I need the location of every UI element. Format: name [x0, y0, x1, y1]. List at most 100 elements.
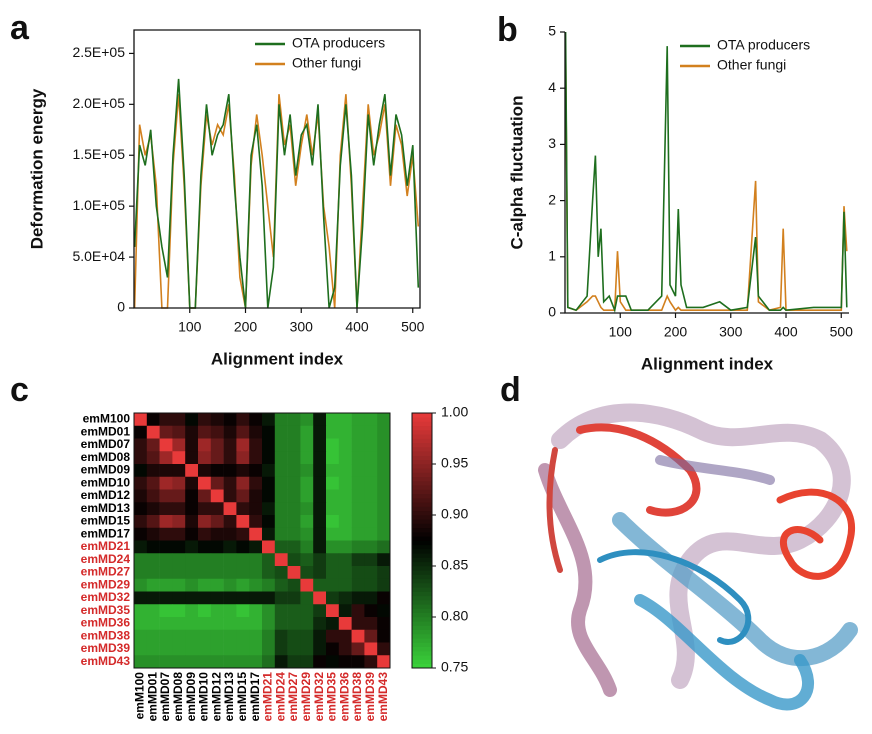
heatmap-cell	[352, 515, 365, 528]
heatmap-cell	[275, 579, 288, 592]
heatmap-cell	[224, 502, 237, 515]
colorbar-step	[412, 579, 432, 584]
colorbar-step	[412, 634, 432, 639]
heatmap-cell	[198, 490, 211, 503]
heatmap-cell	[262, 528, 275, 541]
heatmap-cell	[211, 464, 224, 477]
heatmap-cell	[236, 451, 249, 464]
heatmap-cell	[377, 413, 390, 426]
heatmap-cell	[300, 464, 313, 477]
heatmap-cell	[288, 413, 301, 426]
heatmap-cell	[172, 630, 185, 643]
heatmap-cell	[339, 655, 352, 668]
heatmap-cell	[377, 477, 390, 490]
heatmap-cell	[198, 502, 211, 515]
heatmap-cell	[275, 566, 288, 579]
heatmap-cell	[172, 413, 185, 426]
heatmap-cell	[377, 502, 390, 515]
heatmap-cell	[275, 426, 288, 439]
heatmap-cell	[134, 579, 147, 592]
heatmap-cell	[352, 592, 365, 605]
heatmap-cell	[224, 490, 237, 503]
heatmap-cell	[198, 655, 211, 668]
heatmap-cell	[172, 515, 185, 528]
heatmap-cell	[313, 490, 326, 503]
heatmap-cell	[313, 592, 326, 605]
heatmap-cell	[377, 579, 390, 592]
colorbar-step	[412, 447, 432, 452]
colorbar-step	[412, 502, 432, 507]
colorbar-step	[412, 434, 432, 439]
heatmap-cell	[249, 592, 262, 605]
heatmap-cell	[224, 643, 237, 656]
heatmap-cell	[300, 502, 313, 515]
heatmap-cell	[249, 643, 262, 656]
heatmap-cell	[134, 490, 147, 503]
heatmap-cell	[300, 655, 313, 668]
heatmap-cell	[377, 592, 390, 605]
heatmap-cell	[326, 643, 339, 656]
heatmap-cell	[185, 464, 198, 477]
y-tick-label: 0	[117, 299, 125, 315]
colorbar-step	[412, 604, 432, 609]
heatmap-cell	[236, 579, 249, 592]
heatmap-cell	[326, 477, 339, 490]
colorbar-step	[412, 417, 432, 422]
heatmap-cell	[364, 439, 377, 452]
heatmap-cell	[262, 655, 275, 668]
heatmap-cell	[134, 464, 147, 477]
colorbar-step	[412, 655, 432, 660]
heatmap-cell	[377, 604, 390, 617]
heatmap-cell	[339, 477, 352, 490]
heatmap-cell	[185, 515, 198, 528]
heatmap-cell	[300, 553, 313, 566]
heatmap-cell	[262, 604, 275, 617]
protein-structure	[545, 413, 852, 705]
heatmap-cell	[147, 630, 160, 643]
heatmap-cell	[339, 490, 352, 503]
x-tick-label: 400	[345, 319, 369, 335]
heatmap-cell	[300, 579, 313, 592]
heatmap-cell	[288, 528, 301, 541]
data-line	[566, 32, 847, 310]
heatmap-cell	[198, 451, 211, 464]
heatmap-cell	[198, 528, 211, 541]
heatmap-cell	[236, 490, 249, 503]
heatmap-cell	[377, 541, 390, 554]
heatmap-cell	[134, 592, 147, 605]
heatmap-cell	[339, 464, 352, 477]
heatmap-cell	[211, 426, 224, 439]
panel-label: c	[10, 371, 29, 409]
heatmap-cell	[364, 515, 377, 528]
heatmap-cell	[339, 553, 352, 566]
heatmap-cell	[288, 515, 301, 528]
colorbar-tick-label: 1.00	[441, 404, 468, 420]
heatmap-cell	[288, 477, 301, 490]
heatmap-cell	[134, 477, 147, 490]
heatmap-cell	[147, 541, 160, 554]
heatmap-cell	[211, 592, 224, 605]
heatmap-cell	[172, 490, 185, 503]
heatmap-cell	[377, 528, 390, 541]
heatmap-cell	[364, 541, 377, 554]
heatmap-cell	[313, 655, 326, 668]
heatmap-cell	[339, 592, 352, 605]
heatmap-cell	[262, 502, 275, 515]
heatmap-cell	[134, 502, 147, 515]
y-tick-label: 4	[548, 79, 556, 95]
heatmap-cell	[249, 655, 262, 668]
heatmap-cell	[198, 566, 211, 579]
heatmap-cell	[313, 426, 326, 439]
heatmap-cell	[313, 502, 326, 515]
heatmap-cell	[364, 502, 377, 515]
colorbar-tick-label: 0.85	[441, 557, 468, 573]
heatmap-cell	[249, 502, 262, 515]
heatmap-cell	[236, 604, 249, 617]
heatmap-cell	[172, 528, 185, 541]
heatmap-cell	[352, 630, 365, 643]
colorbar-step	[412, 481, 432, 486]
heatmap-cell	[160, 617, 173, 630]
colorbar-step	[412, 524, 432, 529]
heatmap-cell	[326, 579, 339, 592]
x-tick-label: 100	[178, 319, 202, 335]
